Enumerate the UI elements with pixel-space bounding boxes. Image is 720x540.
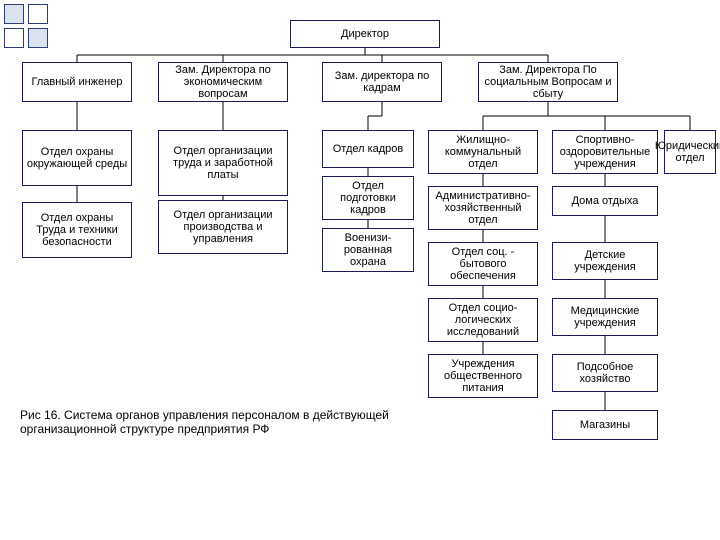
org-node-label: Дома отдыха [572, 195, 639, 207]
org-node-housing: Жилищно-коммунальный отдел [428, 130, 538, 174]
org-node-legal: Юридический отдел [664, 130, 716, 174]
org-node-label: Отдел охраны окружающей среды [26, 146, 128, 171]
org-node-chief_eng: Главный инженер [22, 62, 132, 102]
org-node-hr_dept: Отдел кадров [322, 130, 414, 168]
org-node-admin_econ: Административно-хозяйственный отдел [428, 186, 538, 230]
org-node-env: Отдел охраны окружающей среды [22, 130, 132, 186]
corner-deco-square [4, 28, 24, 48]
org-node-label: Медицинские учреждения [556, 305, 654, 330]
org-node-welfare: Отдел соц. - бытового обеспечения [428, 242, 538, 286]
org-node-dep_econ: Зам. Директора по экономическим вопросам [158, 62, 288, 102]
org-node-label: Военизи-рованная охрана [326, 232, 410, 269]
org-node-label: Отдел организации производства и управле… [162, 209, 284, 246]
org-node-label: Отдел социо-логических исследований [432, 302, 534, 339]
corner-deco-square [4, 4, 24, 24]
org-node-label: Отдел организации труда и заработной пла… [162, 145, 284, 182]
org-node-dep_social: Зам. Директора По социальным Вопросам и … [478, 62, 618, 102]
org-node-label: Отдел подготовки кадров [326, 180, 410, 217]
org-node-label: Подсобное хозяйство [556, 361, 654, 386]
org-node-label: Юридический отдел [655, 140, 720, 165]
org-node-shops: Магазины [552, 410, 658, 440]
corner-deco-square [28, 4, 48, 24]
org-node-resorts: Дома отдыха [552, 186, 658, 216]
figure-caption: Рис 16. Система органов управления персо… [20, 408, 400, 437]
corner-deco-square [28, 28, 48, 48]
org-node-guard: Военизи-рованная охрана [322, 228, 414, 272]
org-node-socio: Отдел социо-логических исследований [428, 298, 538, 342]
org-node-label: Спортивно-оздоровительные учреждения [556, 134, 654, 171]
org-node-label: Отдел кадров [333, 143, 404, 155]
org-node-label: Зам. Директора По социальным Вопросам и … [482, 64, 614, 101]
org-node-catering: Учреждения общественного питания [428, 354, 538, 398]
org-node-prod_mgmt: Отдел организации производства и управле… [158, 200, 288, 254]
org-node-label: Детские учреждения [556, 249, 654, 274]
org-node-label: Жилищно-коммунальный отдел [432, 134, 534, 171]
org-node-sport: Спортивно-оздоровительные учреждения [552, 130, 658, 174]
org-node-medical: Медицинские учреждения [552, 298, 658, 336]
org-node-director: Директор [290, 20, 440, 48]
org-node-labor_pay: Отдел организации труда и заработной пла… [158, 130, 288, 196]
org-node-subsid: Подсобное хозяйство [552, 354, 658, 392]
org-node-label: Директор [341, 28, 389, 40]
org-node-label: Зам. Директора по экономическим вопросам [162, 64, 284, 101]
org-node-label: Отдел охраны Труда и техники безопасност… [26, 212, 128, 249]
org-node-label: Административно-хозяйственный отдел [432, 190, 534, 227]
org-node-label: Зам. директора по кадрам [326, 70, 438, 95]
org-node-training: Отдел подготовки кадров [322, 176, 414, 220]
org-node-label: Отдел соц. - бытового обеспечения [432, 246, 534, 283]
org-node-safety: Отдел охраны Труда и техники безопасност… [22, 202, 132, 258]
org-node-label: Главный инженер [32, 76, 123, 88]
org-node-label: Учреждения общественного питания [432, 358, 534, 395]
org-node-child: Детские учреждения [552, 242, 658, 280]
org-node-label: Магазины [580, 419, 630, 431]
org-node-dep_hr: Зам. директора по кадрам [322, 62, 442, 102]
